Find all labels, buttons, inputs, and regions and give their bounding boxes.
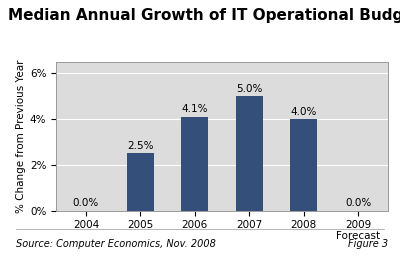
Text: 4.1%: 4.1% (182, 104, 208, 114)
Bar (236, 96, 263, 211)
Text: 0.0%: 0.0% (345, 198, 371, 208)
Text: Figure 3: Figure 3 (348, 239, 388, 249)
Text: Source: Computer Economics, Nov. 2008: Source: Computer Economics, Nov. 2008 (16, 239, 216, 249)
Bar (290, 119, 317, 211)
Text: Median Annual Growth of IT Operational Budgets: Median Annual Growth of IT Operational B… (8, 8, 400, 23)
Bar (181, 117, 208, 211)
Text: 0.0%: 0.0% (73, 198, 99, 208)
Text: 2.5%: 2.5% (127, 141, 154, 151)
Text: 5.0%: 5.0% (236, 84, 262, 94)
Bar (127, 153, 154, 211)
Y-axis label: % Change from Previous Year: % Change from Previous Year (16, 59, 26, 213)
Text: 4.0%: 4.0% (290, 107, 317, 117)
